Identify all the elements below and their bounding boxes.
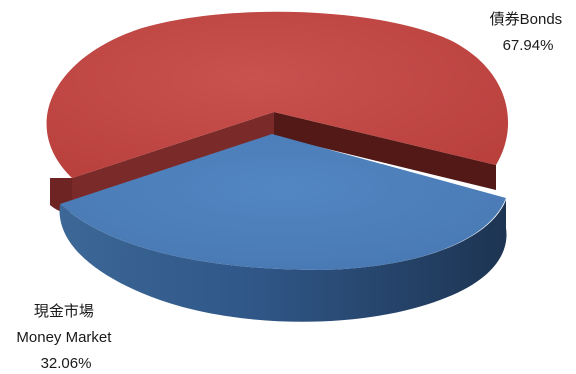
money-market-slice-top bbox=[60, 134, 506, 270]
pie-slice-bonds bbox=[46, 11, 509, 213]
bonds-label-en: Bonds bbox=[520, 11, 563, 28]
money-market-slice-side bbox=[59, 200, 507, 322]
money-market-label-value: 32.06% bbox=[41, 355, 92, 372]
bonds-slice-top bbox=[46, 11, 509, 178]
money-market-label-zh: 現金市場 bbox=[34, 303, 94, 320]
bonds-label-zh: 債券 bbox=[490, 11, 520, 28]
bonds-label: 債券Bonds 67.94% bbox=[490, 11, 567, 54]
bonds-slice-cut-face-right bbox=[274, 112, 496, 190]
money-market-label: 現金市場 Money Market 32.06% bbox=[16, 303, 115, 372]
money-market-label-en: Money Market bbox=[16, 329, 112, 346]
pie-slice-money-market bbox=[59, 134, 507, 322]
bonds-label-name: 債券Bonds bbox=[490, 11, 563, 28]
bonds-slice-cut-face bbox=[72, 112, 274, 204]
bonds-label-value: 67.94% bbox=[503, 37, 554, 54]
